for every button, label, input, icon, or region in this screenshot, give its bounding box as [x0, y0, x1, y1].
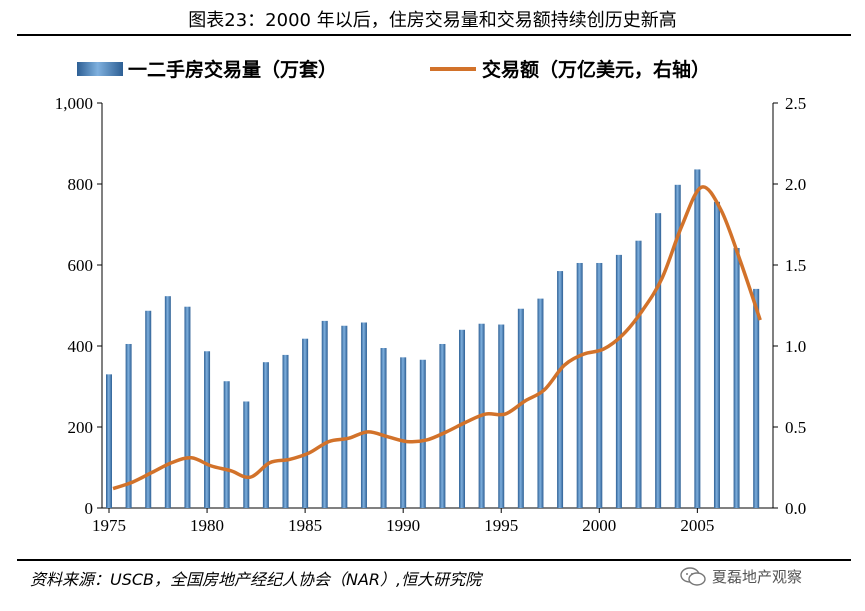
bar: [106, 374, 112, 508]
y-left-tick-label: 200: [68, 418, 94, 437]
y-left-tick-label: 800: [68, 175, 94, 194]
bar: [753, 288, 760, 508]
y-right-tick-label: 0.0: [785, 499, 806, 518]
x-tick-label: 2005: [680, 516, 714, 535]
bar: [557, 271, 564, 508]
bar: [517, 308, 524, 508]
bar: [615, 254, 622, 508]
bar: [341, 325, 348, 508]
bar: [459, 329, 466, 508]
bar: [419, 359, 426, 508]
y-right-tick-label: 0.5: [785, 418, 806, 437]
y-left-tick-label: 1,000: [55, 94, 93, 113]
y-left-tick-label: 400: [68, 337, 94, 356]
top-rule: [17, 34, 851, 36]
bar: [282, 354, 289, 508]
watermark: 夏磊地产观察: [680, 566, 802, 587]
bar: [164, 296, 171, 508]
x-tick-label: 1985: [288, 516, 322, 535]
bar: [302, 338, 309, 508]
bar: [733, 247, 740, 509]
bar: [576, 262, 583, 508]
bar: [204, 351, 211, 508]
legend-bar-label: 一二手房交易量（万套）: [128, 58, 337, 81]
legend: 一二手房交易量（万套） 交易额（万亿美元，右轴）: [77, 58, 710, 81]
bar: [125, 343, 132, 508]
bar: [262, 362, 269, 508]
x-tick-label: 2000: [582, 516, 616, 535]
y-right-tick-label: 1.0: [785, 337, 806, 356]
bar: [596, 262, 603, 508]
bar: [145, 310, 152, 508]
bar: [243, 401, 250, 508]
bottom-rule: [17, 559, 851, 561]
bar: [635, 240, 642, 508]
legend-bar-swatch: [77, 62, 123, 76]
axes: 0 200 400 600 800 1,000 0.0 0.5 1.0 1.5 2.0 2.5 1975…: [55, 94, 807, 535]
y-left-tick-label: 0: [85, 499, 94, 518]
bar: [360, 322, 367, 508]
y-right-tick-label: 1.5: [785, 256, 806, 275]
bar: [713, 201, 720, 508]
bar-series: [106, 169, 760, 509]
x-tick-label: 1990: [386, 516, 420, 535]
bar: [321, 320, 328, 508]
line-path: [112, 185, 762, 491]
x-tick-label: 1975: [92, 516, 126, 535]
bar: [694, 169, 701, 509]
bar: [537, 298, 544, 508]
bar: [655, 213, 662, 508]
x-tick-label: 1995: [484, 516, 518, 535]
chart-title: 图表23：2000 年以后，住房交易量和交易额持续创历史新高: [188, 10, 677, 31]
line-series: [112, 185, 762, 491]
bar: [184, 306, 191, 508]
bar: [223, 381, 230, 508]
watermark-text: 夏磊地产观察: [712, 568, 803, 586]
bar: [400, 357, 407, 508]
x-tick-label: 1980: [190, 516, 224, 535]
bar: [380, 348, 387, 508]
source-note: 资料来源：USCB，全国房地产经纪人协会（NAR）,恒大研究院: [30, 570, 482, 589]
bar: [674, 184, 681, 508]
legend-line-label: 交易额（万亿美元，右轴）: [482, 58, 710, 81]
bar: [439, 343, 446, 508]
wechat-icon: [680, 566, 706, 586]
y-right-tick-label: 2.5: [785, 94, 806, 113]
y-right-tick-label: 2.0: [785, 175, 806, 194]
y-left-tick-label: 600: [68, 256, 94, 275]
